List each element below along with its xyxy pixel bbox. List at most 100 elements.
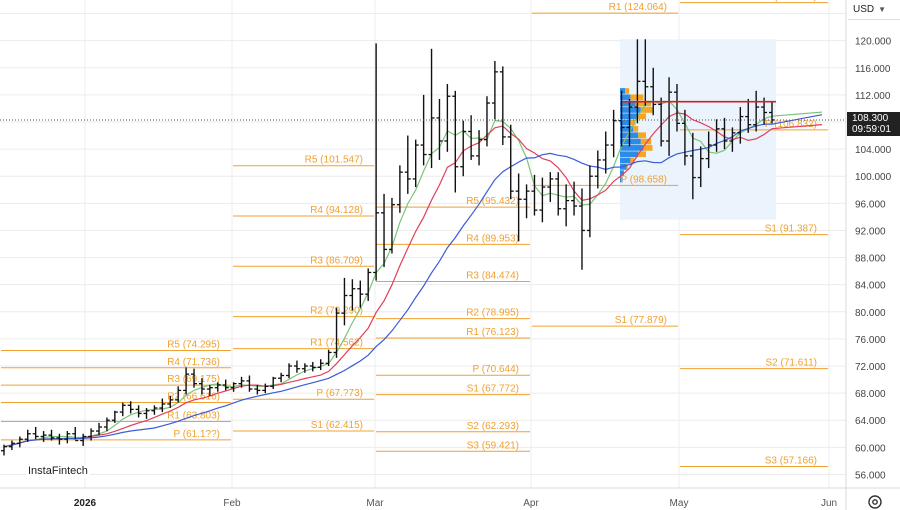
brand-logo: InstaFintech: [26, 465, 90, 477]
ohlc-bar: [24, 429, 31, 442]
price-tick-label: 84.000: [855, 281, 886, 292]
ohlc-bar: [689, 132, 696, 200]
ohlc-bar: [673, 84, 680, 132]
ohlc-bar: [697, 146, 704, 188]
price-tick-label: 80.000: [855, 308, 886, 319]
price-tick-label: 120.000: [855, 37, 892, 48]
pivot-label: P (67.?73): [316, 388, 363, 399]
pivot-label: R5 (95.432): [466, 196, 519, 207]
price-axis[interactable]: 56.000 60.000 64.000 68.000 72.000 76.000 80.0…: [855, 10, 892, 482]
ohlc-bar: [428, 48, 435, 169]
ohlc-bar: [357, 280, 364, 308]
ohlc-bar: [222, 379, 229, 391]
pivot-label: P (61.1??): [173, 429, 220, 440]
ohlc-bar: [293, 360, 300, 373]
ohlc-bar: [325, 349, 332, 366]
ohlc-bar: [515, 173, 522, 242]
pivot-label: R2 (66.616): [167, 391, 220, 402]
pivot-label: R2 (78.995): [466, 308, 519, 319]
price-tick-label: 104.000: [855, 145, 892, 156]
ohlc-bar: [507, 124, 514, 200]
volume-profile-bar: [620, 176, 623, 183]
chevron-down-icon: ▼: [878, 5, 887, 14]
ohlc-bar: [650, 67, 657, 116]
ohlc-bar: [214, 382, 221, 392]
volume-profile-bar: [620, 138, 641, 145]
moving-average-line: [3, 112, 823, 448]
price-tick-label: 100.000: [855, 172, 892, 183]
time-tick-label: May: [670, 498, 689, 509]
ohlc-bar: [191, 368, 198, 388]
ohlc-bar: [745, 98, 752, 133]
volume-profile-bar: [638, 151, 646, 158]
ohlc-bar: [270, 376, 277, 390]
price-tick-label: 116.000: [855, 64, 891, 75]
ohlc-bar: [634, 39, 641, 124]
pivot-label: R3 (84.474): [466, 270, 519, 281]
ohlc-bar: [523, 184, 530, 219]
ohlc-bar: [159, 398, 166, 413]
ohlc-bar: [246, 375, 253, 392]
ohlc-bar: [238, 376, 245, 388]
volume-profile-bar: [620, 88, 626, 94]
volume-profile-bar: [633, 126, 639, 132]
ohlc-bar: [586, 165, 593, 238]
currency-label: USD: [853, 4, 875, 15]
volume-profile-bar: [640, 138, 652, 145]
ohlc-bar: [666, 77, 673, 156]
ohlc-bar: [444, 84, 451, 152]
pivot-label: R1 (124.064): [609, 2, 667, 13]
ohlc-bar: [539, 177, 546, 223]
time-tick-label: 2026: [74, 498, 97, 509]
ohlc-bar: [278, 372, 285, 383]
pivot-label: S1 (77.879): [615, 315, 667, 326]
ohlc-bar: [135, 405, 142, 418]
ohlc-bar: [127, 401, 134, 414]
ohlc-bar: [610, 109, 617, 158]
ohlc-bar: [381, 193, 388, 268]
ohlc-bar: [254, 384, 261, 395]
volume-profile-bar: [638, 113, 646, 120]
ohlc-bar: [206, 384, 213, 396]
ohlc-bar: [56, 433, 63, 445]
ohlc-bar: [183, 367, 190, 395]
volume-profile-bar: [620, 145, 644, 151]
ohlc-bar: [175, 386, 182, 403]
ohlc-bar: [48, 429, 55, 441]
pivot-label: S2 (71.611): [765, 358, 817, 369]
currency-selector[interactable]: USD ▼: [848, 0, 900, 20]
ohlc-bar: [309, 361, 316, 372]
ohlc-bar: [555, 172, 562, 216]
pivot-label: S1 (62.415): [311, 420, 363, 431]
ohlc-bar: [531, 174, 538, 216]
ohlc-bar: [301, 363, 308, 373]
time-tick-label: Jun: [821, 498, 837, 509]
volume-profile-bar: [630, 119, 636, 126]
ohlc-bar: [111, 410, 118, 423]
time-axis[interactable]: 2026 Feb Mar Apr May Jun: [74, 498, 837, 509]
last-price-value: 108.300: [852, 112, 889, 124]
ohlc-bar: [578, 188, 585, 270]
ohlc-bar: [96, 422, 103, 436]
ohlc-bar: [547, 172, 554, 202]
pivot-label: R4 (89.953): [466, 233, 519, 244]
ohlc-bar: [737, 107, 744, 144]
pivot-label: S3 (57.166): [765, 456, 817, 467]
ohlc-bar: [681, 109, 688, 166]
gear-icon[interactable]: [867, 494, 883, 510]
volume-profile-bar: [620, 170, 624, 177]
ohlc-bar: [491, 61, 498, 120]
ohlc-bar: [341, 277, 348, 326]
volume-profile-bar: [620, 119, 631, 126]
ohlc-bar: [16, 436, 23, 448]
volume-profile-bar: [626, 164, 628, 170]
pivot-label: P (98.658): [620, 174, 667, 185]
price-tick-label: 72.000: [855, 362, 886, 373]
ohlc-bar: [88, 428, 95, 441]
ohlc-bar: [483, 96, 490, 147]
ohlc-bar: [388, 197, 395, 254]
candlesticks: [1, 39, 775, 456]
ohlc-bar: [286, 363, 293, 379]
ohlc-bar: [119, 402, 126, 417]
